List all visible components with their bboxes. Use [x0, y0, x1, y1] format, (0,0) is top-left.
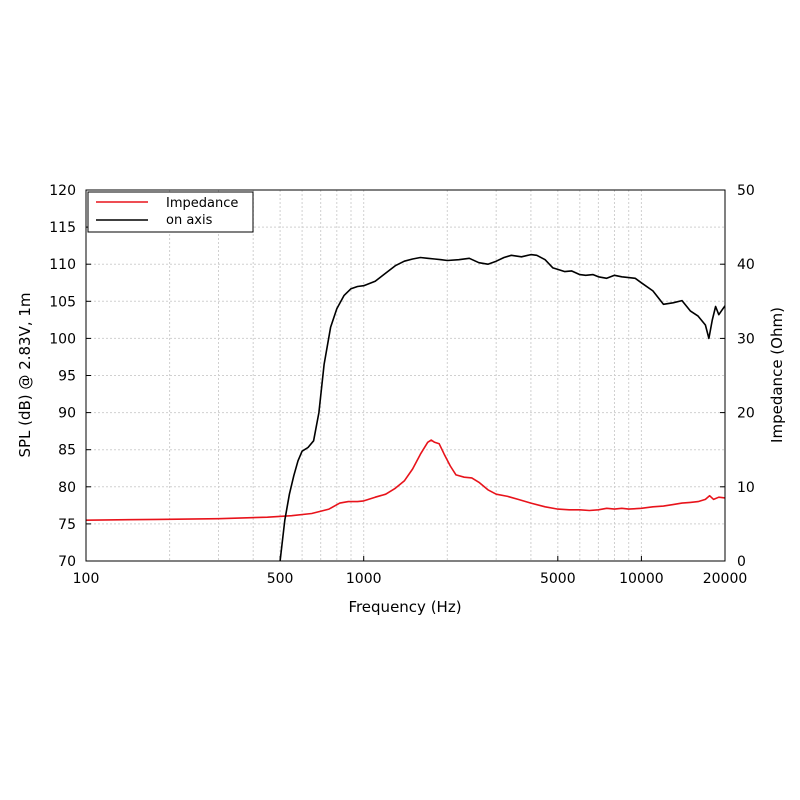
x-tick-label: 500: [267, 571, 294, 587]
legend: Impedance on axis: [87, 191, 254, 233]
y-left-tick-label: 100: [49, 331, 76, 347]
y-left-tick-label: 105: [49, 294, 76, 310]
series-layer: [86, 253, 725, 561]
y-right-tick-label: 30: [737, 331, 755, 347]
legend-label-on-axis: on axis: [166, 213, 213, 228]
legend-box: [87, 191, 254, 233]
y-left-tick-label: 90: [58, 406, 76, 422]
y-right-tick-label: 10: [737, 480, 755, 496]
x-axis-title: Frequency (Hz): [348, 598, 461, 616]
x-tick-label: 20000: [703, 571, 748, 587]
series-line-on-axis: [279, 253, 725, 561]
y-left-tick-label: 110: [49, 257, 76, 273]
x-tick-label: 5000: [540, 571, 576, 587]
y-right-tick-label: 0: [737, 554, 746, 570]
y-left-tick-label: 75: [58, 517, 76, 533]
y-right-tick-label: 20: [737, 406, 755, 422]
y-left-tick-label: 80: [58, 480, 76, 496]
y-left-tick-label: 70: [58, 554, 76, 570]
y-left-tick-label: 115: [49, 220, 76, 236]
y-left-axis-title: SPL (dB) @ 2.83V, 1m: [16, 292, 34, 457]
y-right-axis-title: Impedance (Ohm): [768, 307, 786, 443]
y-right-tick-label: 50: [737, 183, 755, 199]
y-left-tick-label: 120: [49, 183, 76, 199]
x-tick-label: 1000: [346, 571, 382, 587]
y-right-tick-label: 40: [737, 257, 755, 273]
ticks: 100 500 1000 5000 10000 200007075808590951001…: [49, 183, 755, 587]
y-left-tick-label: 85: [58, 443, 76, 459]
x-tick-label: 10000: [619, 571, 664, 587]
series-line-impedance: [86, 439, 725, 521]
x-tick-label: 100: [73, 571, 100, 587]
y-left-tick-label: 95: [58, 369, 76, 385]
legend-label-impedance: Impedance: [166, 196, 238, 211]
grid: [86, 190, 725, 561]
